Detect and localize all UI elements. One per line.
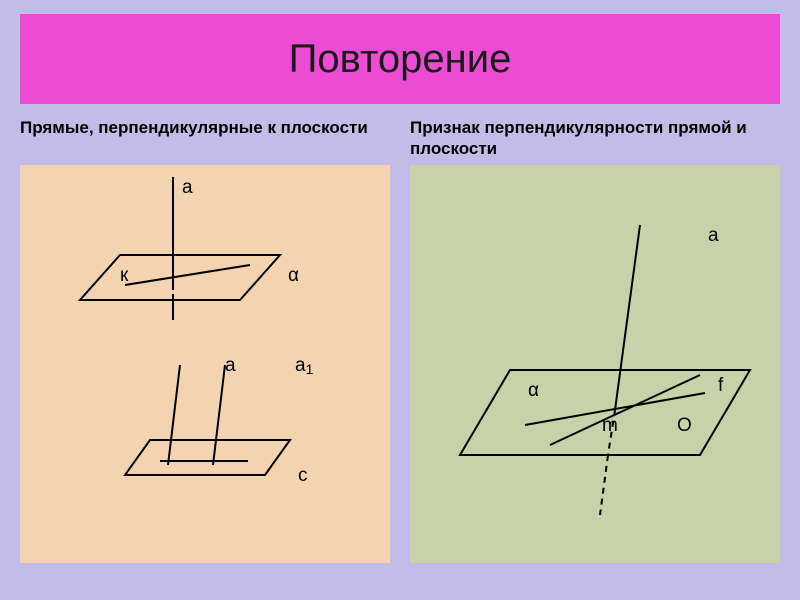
subtitles-row: Прямые, перпендикулярные к плоскости При… — [20, 118, 780, 159]
label-a1: a1 — [295, 355, 313, 377]
slide: Повторение Прямые, перпендикулярные к пл… — [0, 0, 800, 600]
label-right-m: m — [602, 415, 618, 437]
left-subtitle: Прямые, перпендикулярные к плоскости — [20, 118, 390, 159]
fig2-line-a1 — [213, 365, 225, 465]
fig1-line-k — [125, 265, 250, 285]
right-panel: a α f m O — [410, 165, 780, 563]
right-diagram-svg — [410, 165, 780, 563]
right-line-a-above — [615, 225, 640, 410]
label-k: к — [120, 265, 128, 287]
label-c: c — [298, 465, 308, 487]
label-a-top: a — [182, 177, 193, 199]
label-a-mid: a — [225, 355, 236, 377]
label-right-O: O — [677, 415, 692, 437]
panels-row: a к α a a1 c a α — [20, 165, 780, 563]
label-a1-sub: 1 — [306, 361, 314, 377]
right-line-a-below — [600, 455, 608, 515]
label-right-a: a — [708, 225, 719, 247]
left-diagram-svg — [20, 165, 390, 563]
title-bar: Повторение — [20, 14, 780, 104]
label-right-alpha: α — [528, 380, 539, 402]
title-text: Повторение — [289, 37, 512, 82]
left-panel: a к α a a1 c — [20, 165, 390, 563]
fig2-plane — [125, 440, 290, 475]
label-alpha: α — [288, 265, 299, 287]
fig1-plane — [80, 255, 280, 300]
right-plane — [460, 370, 750, 455]
fig2-line-a — [168, 365, 180, 465]
label-a1-letter: a — [295, 355, 306, 376]
label-right-f: f — [718, 375, 723, 397]
right-subtitle: Признак перпендикулярности прямой и плос… — [410, 118, 780, 159]
